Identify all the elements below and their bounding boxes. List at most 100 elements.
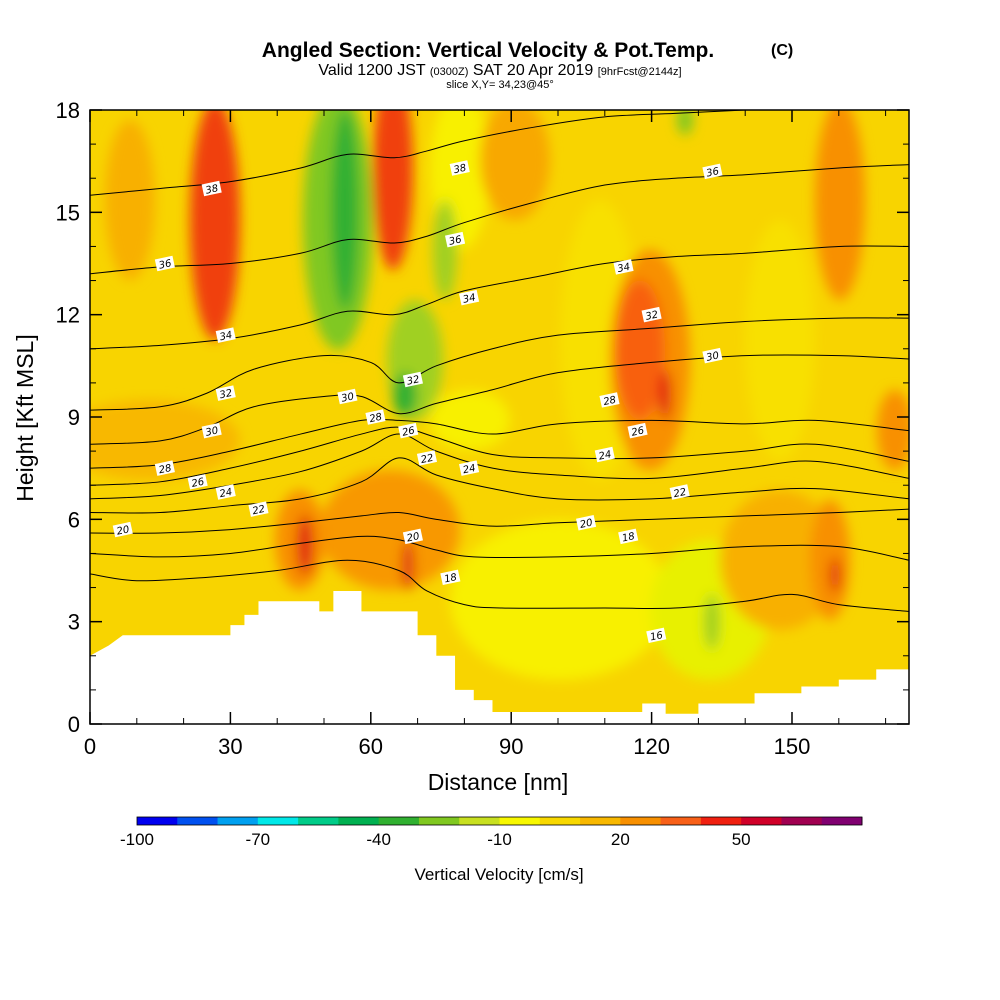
contour-label: 36 [702, 163, 723, 180]
contour-label: 28 [154, 460, 175, 476]
velocity-field [90, 110, 909, 680]
velocity-cell [704, 594, 720, 650]
forecast-label: [9hrFcst@2144z] [598, 66, 682, 78]
contour-label-text: 34 [219, 330, 234, 343]
contour-label: 24 [459, 460, 480, 476]
contour-label-text: 30 [205, 425, 220, 438]
colorbar-swatch [580, 817, 621, 825]
contour-label-text: 32 [645, 309, 660, 322]
contour-label-text: 20 [116, 524, 131, 537]
valid-utc: (0300Z) [430, 66, 469, 78]
contour-label-text: 32 [406, 374, 421, 387]
contour-label: 18 [440, 569, 461, 585]
contour-label: 38 [449, 160, 470, 176]
contour-label-text: 30 [705, 350, 720, 363]
x-tick-label: 30 [218, 734, 242, 759]
contour-label: 24 [215, 484, 236, 500]
x-axis-label: Distance [nm] [428, 769, 569, 795]
velocity-cell [105, 120, 155, 280]
colorbar-swatch [257, 817, 299, 825]
contour-label-text: 28 [602, 395, 617, 408]
contour-label-text: 20 [579, 518, 594, 531]
velocity-cell [877, 390, 909, 470]
y-tick-label: 18 [56, 98, 80, 123]
colorbar-swatch [620, 817, 662, 825]
velocity-cell [320, 470, 460, 590]
colorbar-tick-label: -100 [120, 830, 154, 849]
velocity-cell [331, 110, 359, 310]
contour-label-text: 34 [616, 262, 631, 275]
colorbar-tick-label: -10 [487, 830, 512, 849]
colorbar [136, 816, 863, 826]
contour-label: 34 [613, 259, 634, 275]
contour-label-text: 18 [621, 531, 636, 544]
colorbar-tick-label: -70 [246, 830, 271, 849]
colorbar-ticks: -100 -70 -40 -10 20 50 [120, 830, 751, 849]
contour-label: 36 [154, 255, 175, 272]
x-tick-label: 90 [499, 734, 523, 759]
colorbar-swatch [298, 817, 339, 825]
contour-label: 30 [702, 347, 723, 364]
theta-contour-32 [90, 317, 909, 411]
contour-label-text: 28 [158, 463, 173, 476]
velocity-cell [480, 110, 550, 220]
colorbar-swatch [700, 817, 742, 825]
contour-label-text: 24 [462, 463, 477, 476]
contour-label: 36 [444, 231, 466, 248]
theta-contour-16 [90, 559, 909, 612]
contour-label: 28 [365, 409, 386, 425]
contour-label: 32 [402, 371, 423, 388]
contour-label-text: 36 [448, 234, 463, 247]
contour-label-text: 26 [631, 425, 646, 438]
colorbar-swatch [781, 817, 823, 825]
contour-label: 32 [641, 306, 662, 323]
contour-label: 18 [618, 528, 639, 545]
contour-label: 30 [337, 388, 358, 405]
contour-label-text: 28 [368, 412, 383, 425]
x-tick-label: 150 [774, 734, 811, 759]
colorbar-swatch [821, 817, 863, 825]
velocity-cell [615, 280, 665, 420]
x-axis: 0 30 60 90 120 150 [84, 110, 887, 759]
chart-title-unit: (C) [771, 42, 793, 59]
theta-contour-36 [90, 164, 909, 275]
theta-contour-22 [90, 457, 909, 514]
velocity-cell [830, 557, 840, 593]
y-tick-label: 6 [68, 507, 80, 532]
contour-label-text: 32 [219, 388, 234, 401]
theta-contour-20 [90, 508, 909, 534]
colorbar-tick-label: -40 [366, 830, 391, 849]
velocity-cell [810, 500, 850, 620]
contour-label: 32 [215, 385, 236, 401]
velocity-cell [720, 490, 840, 630]
theta-contour-18 [90, 535, 909, 561]
contour-label: 26 [627, 422, 648, 439]
contour-label: 30 [201, 422, 222, 439]
y-tick-label: 12 [56, 303, 80, 328]
contour-label-text: 26 [191, 477, 206, 490]
velocity-cell [430, 390, 510, 450]
y-tick-label: 0 [68, 712, 80, 737]
contour-label-text: 34 [462, 292, 477, 305]
contour-label-text: 22 [673, 487, 688, 500]
chart-subtitle: Valid 1200 JST (0300Z) SAT 20 Apr 2019 [… [318, 62, 681, 79]
velocity-cell [659, 370, 671, 420]
contour-label-text: 26 [401, 425, 416, 438]
colorbar-swatch [338, 817, 380, 825]
velocity-cell [297, 515, 313, 575]
slice-label: slice X,Y= 34,23@45° [446, 79, 554, 91]
contour-label: 34 [459, 289, 480, 306]
velocity-cell [815, 110, 865, 300]
contour-label: 20 [112, 521, 133, 538]
colorbar-swatch [418, 817, 460, 825]
velocity-cell [433, 200, 457, 300]
contour-label-text: 22 [420, 453, 435, 466]
x-tick-label: 0 [84, 734, 96, 759]
contour-label-text: 16 [649, 630, 664, 643]
contour-label-text: 20 [406, 531, 421, 544]
chart-title: Angled Section: Vertical Velocity & Pot.… [262, 39, 714, 62]
x-tick-label: 60 [359, 734, 383, 759]
contour-label: 22 [669, 484, 690, 500]
